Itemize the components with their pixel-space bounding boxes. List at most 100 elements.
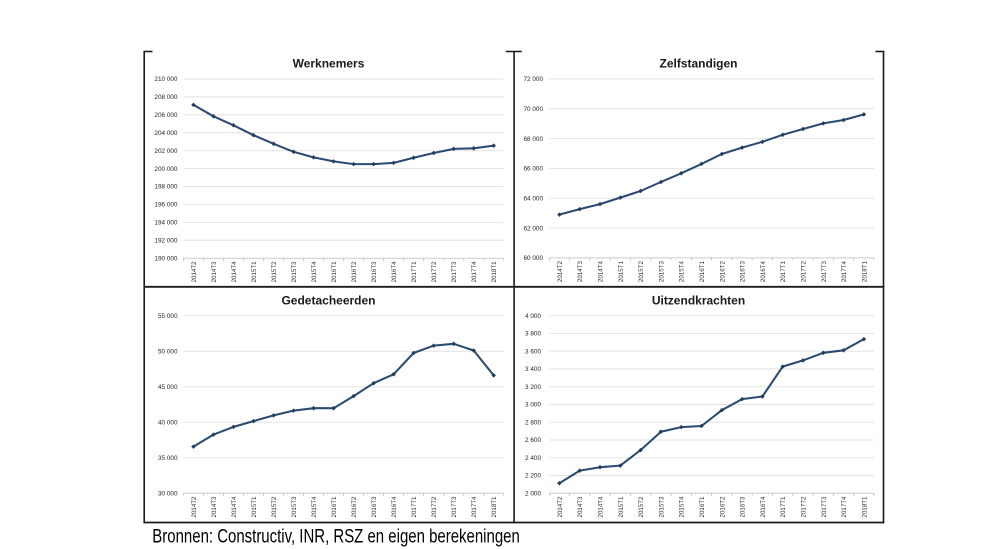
svg-text:2016T1: 2016T1 xyxy=(331,496,338,518)
svg-text:35 000: 35 000 xyxy=(158,455,178,462)
svg-text:2014T3: 2014T3 xyxy=(211,261,218,283)
svg-text:2015T3: 2015T3 xyxy=(291,496,298,518)
svg-text:204 000: 204 000 xyxy=(154,130,178,137)
svg-text:2018T1: 2018T1 xyxy=(861,496,868,518)
svg-text:2016T4: 2016T4 xyxy=(760,496,767,518)
svg-text:2017T2: 2017T2 xyxy=(801,496,808,518)
svg-text:2017T4: 2017T4 xyxy=(841,496,848,518)
svg-text:2016T2: 2016T2 xyxy=(351,261,358,283)
svg-text:2017T1: 2017T1 xyxy=(780,496,787,518)
svg-text:2 200: 2 200 xyxy=(525,473,541,480)
svg-text:2015T2: 2015T2 xyxy=(271,496,278,518)
svg-text:3 000: 3 000 xyxy=(525,402,541,409)
svg-text:202 000: 202 000 xyxy=(154,148,178,155)
svg-text:2015T2: 2015T2 xyxy=(638,261,645,283)
svg-text:2017T4: 2017T4 xyxy=(471,261,478,283)
svg-text:2016T4: 2016T4 xyxy=(391,496,398,518)
svg-text:2 800: 2 800 xyxy=(525,419,541,426)
svg-text:2014T4: 2014T4 xyxy=(598,261,605,283)
svg-text:2015T4: 2015T4 xyxy=(679,261,686,283)
svg-text:2016T3: 2016T3 xyxy=(740,261,747,283)
svg-text:2014T4: 2014T4 xyxy=(598,496,605,518)
svg-text:2014T3: 2014T3 xyxy=(577,261,584,283)
svg-text:3 600: 3 600 xyxy=(525,348,541,355)
svg-text:2015T1: 2015T1 xyxy=(618,261,625,283)
svg-text:2014T4: 2014T4 xyxy=(231,261,238,283)
svg-text:2018T1: 2018T1 xyxy=(491,261,498,283)
svg-text:210 000: 210 000 xyxy=(154,76,178,83)
svg-text:2 000: 2 000 xyxy=(525,491,541,498)
svg-text:62 000: 62 000 xyxy=(523,225,543,232)
svg-text:45 000: 45 000 xyxy=(158,384,178,391)
svg-text:2017T4: 2017T4 xyxy=(471,496,478,518)
svg-text:4 000: 4 000 xyxy=(525,313,541,320)
svg-text:2015T1: 2015T1 xyxy=(251,261,258,283)
svg-text:2016T3: 2016T3 xyxy=(371,496,378,518)
svg-text:3 800: 3 800 xyxy=(525,331,541,338)
svg-text:70 000: 70 000 xyxy=(523,106,543,113)
svg-text:2018T1: 2018T1 xyxy=(491,496,498,518)
svg-text:2014T3: 2014T3 xyxy=(577,496,584,518)
svg-text:2016T2: 2016T2 xyxy=(719,496,726,518)
svg-text:2018T1: 2018T1 xyxy=(861,261,868,283)
svg-text:2016T1: 2016T1 xyxy=(699,496,706,518)
svg-text:2014T2: 2014T2 xyxy=(557,261,564,283)
svg-text:192 000: 192 000 xyxy=(154,238,178,245)
svg-text:2 400: 2 400 xyxy=(525,455,541,462)
svg-text:208 000: 208 000 xyxy=(154,94,178,101)
svg-text:2016T4: 2016T4 xyxy=(391,261,398,283)
svg-text:2015T4: 2015T4 xyxy=(679,496,686,518)
svg-text:2017T3: 2017T3 xyxy=(451,261,458,283)
svg-text:2016T1: 2016T1 xyxy=(699,261,706,283)
svg-text:2015T1: 2015T1 xyxy=(618,496,625,518)
svg-text:2016T2: 2016T2 xyxy=(719,261,726,283)
svg-text:30 000: 30 000 xyxy=(158,491,178,498)
svg-text:Bronnen: Constructiv, INR, RSZ: Bronnen: Constructiv, INR, RSZ en eigen … xyxy=(152,525,520,547)
svg-text:2016T2: 2016T2 xyxy=(351,496,358,518)
svg-text:66 000: 66 000 xyxy=(523,166,543,173)
svg-text:2016T3: 2016T3 xyxy=(371,261,378,283)
svg-text:2017T1: 2017T1 xyxy=(411,496,418,518)
svg-text:2014T3: 2014T3 xyxy=(211,496,218,518)
svg-text:2015T4: 2015T4 xyxy=(311,496,318,518)
svg-text:Werknemers: Werknemers xyxy=(293,56,365,70)
svg-text:2017T1: 2017T1 xyxy=(780,261,787,283)
svg-text:2016T1: 2016T1 xyxy=(331,261,338,283)
svg-text:196 000: 196 000 xyxy=(154,202,178,209)
svg-text:2017T1: 2017T1 xyxy=(411,261,418,283)
svg-text:Zelfstandigen: Zelfstandigen xyxy=(659,56,737,70)
svg-text:Uitzendkrachten: Uitzendkrachten xyxy=(652,294,745,308)
svg-text:2 600: 2 600 xyxy=(525,437,541,444)
svg-text:64 000: 64 000 xyxy=(523,195,543,202)
svg-text:2017T2: 2017T2 xyxy=(431,496,438,518)
svg-text:2014T4: 2014T4 xyxy=(231,496,238,518)
svg-text:60 000: 60 000 xyxy=(523,255,543,262)
svg-text:2017T3: 2017T3 xyxy=(821,496,828,518)
svg-text:2015T2: 2015T2 xyxy=(638,496,645,518)
svg-text:72 000: 72 000 xyxy=(523,76,543,83)
svg-text:2015T2: 2015T2 xyxy=(271,261,278,283)
svg-text:2015T3: 2015T3 xyxy=(291,261,298,283)
svg-text:2014T2: 2014T2 xyxy=(191,261,198,283)
svg-text:2017T3: 2017T3 xyxy=(451,496,458,518)
svg-text:198 000: 198 000 xyxy=(154,184,178,191)
svg-text:194 000: 194 000 xyxy=(154,220,178,227)
svg-text:2017T2: 2017T2 xyxy=(801,261,808,283)
svg-text:2015T3: 2015T3 xyxy=(658,261,665,283)
svg-text:68 000: 68 000 xyxy=(523,136,543,143)
svg-text:200 000: 200 000 xyxy=(154,166,178,173)
svg-text:40 000: 40 000 xyxy=(158,420,178,427)
svg-text:2017T4: 2017T4 xyxy=(841,261,848,283)
svg-text:3 400: 3 400 xyxy=(525,366,541,373)
svg-text:2016T3: 2016T3 xyxy=(740,496,747,518)
svg-text:206 000: 206 000 xyxy=(154,112,178,119)
svg-text:50 000: 50 000 xyxy=(158,348,178,355)
svg-text:190 000: 190 000 xyxy=(154,255,178,262)
svg-text:2017T3: 2017T3 xyxy=(821,261,828,283)
svg-text:3 200: 3 200 xyxy=(525,384,541,391)
svg-text:2014T2: 2014T2 xyxy=(191,496,198,518)
svg-text:2017T2: 2017T2 xyxy=(431,261,438,283)
svg-text:2015T4: 2015T4 xyxy=(311,261,318,283)
svg-text:2016T4: 2016T4 xyxy=(760,261,767,283)
svg-text:2015T3: 2015T3 xyxy=(658,496,665,518)
